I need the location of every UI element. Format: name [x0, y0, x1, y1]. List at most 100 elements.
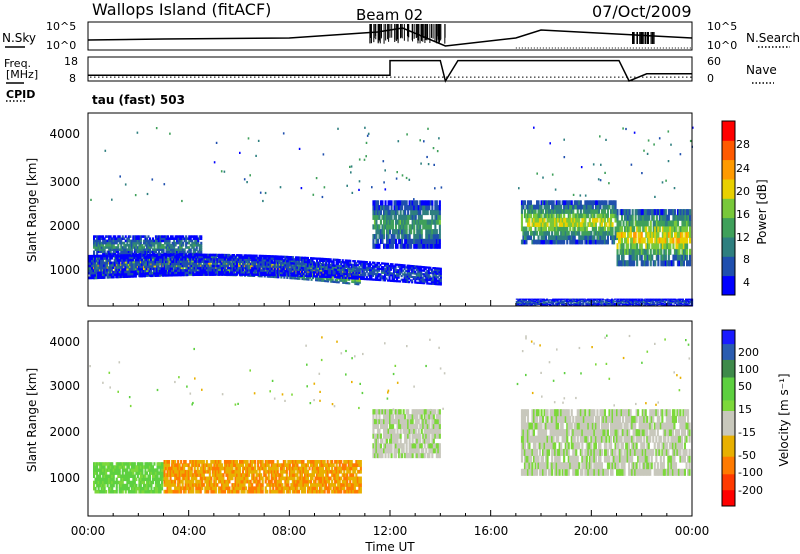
power-cell: [610, 230, 613, 236]
power-cell: [108, 248, 111, 251]
power-cell: [611, 226, 614, 232]
power-cell: [151, 241, 155, 245]
power-cell: [139, 274, 142, 278]
power-cell: [164, 237, 167, 240]
noise-tick-left-top: 10^5: [46, 20, 76, 33]
power-cell: [308, 259, 311, 262]
power-cell: [194, 244, 197, 247]
power-cell: [160, 256, 163, 259]
power-cell: [297, 272, 301, 275]
power-cell: [341, 259, 344, 262]
power-cell: [309, 276, 312, 279]
power-cell: [359, 277, 362, 280]
power-cell: [355, 281, 358, 284]
power-cell: [264, 263, 267, 266]
power-cell: [179, 237, 182, 240]
power-cell: [280, 276, 283, 279]
power-cell: [416, 229, 419, 235]
power-cell: [613, 235, 616, 241]
power-cell: [350, 273, 353, 276]
power-cell: [630, 243, 633, 250]
power-cell: [149, 265, 153, 268]
power-cell: [606, 209, 610, 214]
power-cell: [578, 200, 581, 206]
power-cell: [88, 276, 91, 280]
power-cell: [335, 262, 338, 265]
power-cell: [600, 200, 604, 206]
power-cell: [361, 277, 364, 280]
power-cell: [358, 275, 361, 278]
power-cell: [410, 238, 413, 244]
power-cell: [126, 268, 129, 271]
power-cell: [183, 255, 186, 259]
power-cell: [561, 235, 564, 241]
power-cell: [102, 241, 105, 245]
power-cell: [140, 274, 144, 278]
power-cell: [240, 254, 243, 257]
power-cell: [185, 237, 188, 240]
power-cell: [393, 209, 396, 216]
power-cell: [546, 213, 549, 219]
power-cell: [570, 217, 573, 223]
power-cell: [233, 273, 236, 276]
power-cell: [112, 261, 115, 265]
power-cell: [165, 241, 168, 245]
power-cell: [93, 252, 96, 256]
power-cell: [378, 234, 381, 240]
power-cell: [619, 237, 622, 244]
power-cell: [655, 237, 658, 244]
power-cell: [148, 260, 151, 264]
power-cell: [139, 239, 142, 243]
power-cell: [648, 231, 651, 238]
power-cell: [213, 258, 216, 261]
power-cell: [162, 246, 165, 249]
power-cell: [198, 235, 201, 238]
power-cell: [246, 269, 249, 272]
power-cell: [678, 254, 681, 261]
power-cell: [396, 205, 399, 211]
power-cell: [226, 266, 230, 270]
power-cell: [119, 266, 122, 269]
power-cell: [649, 260, 652, 267]
power-cell: [219, 258, 222, 261]
power-cell: [142, 267, 146, 271]
power-cell: [405, 219, 408, 225]
power-cell: [199, 253, 202, 257]
power-cell: [435, 214, 438, 220]
power-cell: [551, 213, 554, 219]
power-cell: [661, 209, 664, 216]
power-cell: [122, 263, 125, 267]
power-cell: [240, 260, 243, 264]
power-cell: [423, 200, 426, 206]
power-cell: [319, 270, 322, 273]
power-cell: [100, 254, 103, 258]
power-cell: [646, 248, 649, 255]
power-cell: [319, 261, 322, 264]
power-cell: [534, 209, 537, 214]
power-cell: [151, 260, 154, 264]
power-cell: [300, 272, 304, 276]
power-cell: [116, 259, 119, 262]
power-cell: [115, 241, 118, 245]
power-cell: [399, 238, 402, 244]
power-cell: [133, 268, 136, 271]
power-cell: [389, 214, 392, 220]
power-cell: [220, 271, 224, 274]
power-cell: [585, 200, 588, 206]
power-cell: [297, 264, 301, 267]
power-cell: [175, 273, 178, 277]
power-cell: [642, 226, 645, 233]
power-cell: [549, 239, 552, 245]
power-cell: [361, 260, 364, 263]
power-cell: [606, 213, 610, 219]
power-cell: [543, 230, 546, 236]
power-cell: [336, 281, 339, 284]
power-cell: [248, 269, 251, 272]
power-cell: [288, 268, 291, 271]
power-cell: [96, 246, 99, 249]
power-cell: [168, 244, 171, 247]
power-cell: [98, 254, 101, 258]
power-cell: [431, 219, 434, 225]
power-cell: [89, 274, 92, 277]
power-cell: [308, 272, 311, 276]
